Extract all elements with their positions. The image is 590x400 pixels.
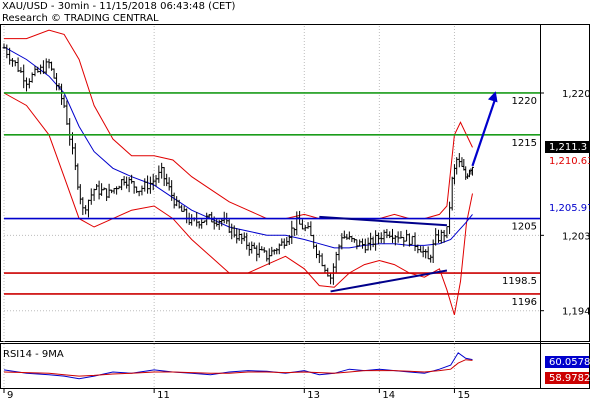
price-bars xyxy=(2,43,474,285)
chart-subtitle: Research © TRADING CENTRAL xyxy=(2,13,159,24)
bollinger-upper-line xyxy=(4,29,473,220)
level-label: 1220 xyxy=(512,96,537,107)
projection-arrow-line xyxy=(471,96,497,167)
projection-arrow-head xyxy=(487,91,498,103)
rsi-panel-frame xyxy=(0,343,590,389)
moving-average-line xyxy=(3,46,473,249)
price-badge-label: 1,205.97 xyxy=(549,203,590,214)
x-tick-label: 14 xyxy=(382,390,395,400)
rsi-badge xyxy=(545,372,589,384)
chart-title: XAU/USD - 30min - 11/15/2018 06:43:48 (C… xyxy=(2,1,236,12)
level-label: 1205 xyxy=(512,222,537,233)
x-tick-label: 9 xyxy=(7,390,13,400)
y-tick-label: 1,203 xyxy=(562,231,590,242)
x-tick-label: 13 xyxy=(307,390,320,400)
price-badge-label: 1,211.3 xyxy=(549,142,587,153)
bollinger-lower-line xyxy=(3,92,473,316)
rsi-title: RSI14 - 9MA xyxy=(3,349,64,360)
x-tick-label: 15 xyxy=(457,390,470,400)
x-tick-label: 11 xyxy=(157,390,170,400)
trendline xyxy=(330,269,448,293)
rsi-line xyxy=(3,352,473,380)
price-badge xyxy=(545,141,589,153)
level-label: 1196 xyxy=(512,297,537,308)
level-label: 1215 xyxy=(512,138,537,149)
price-badge xyxy=(545,155,589,167)
trendline xyxy=(319,215,448,227)
rsi-badge-label: 58.9782 xyxy=(549,373,590,384)
rsi-ma-line xyxy=(3,359,473,377)
price-badge-label: 1,210.63 xyxy=(549,156,590,167)
y-tick-label: 1,220 xyxy=(562,89,590,100)
level-label: 1198.5 xyxy=(502,276,537,287)
y-tick-label: 1,194 xyxy=(562,307,590,318)
rsi-badge-label: 60.0578 xyxy=(549,357,590,368)
price-badge xyxy=(545,202,589,214)
rsi-badge xyxy=(545,356,589,368)
